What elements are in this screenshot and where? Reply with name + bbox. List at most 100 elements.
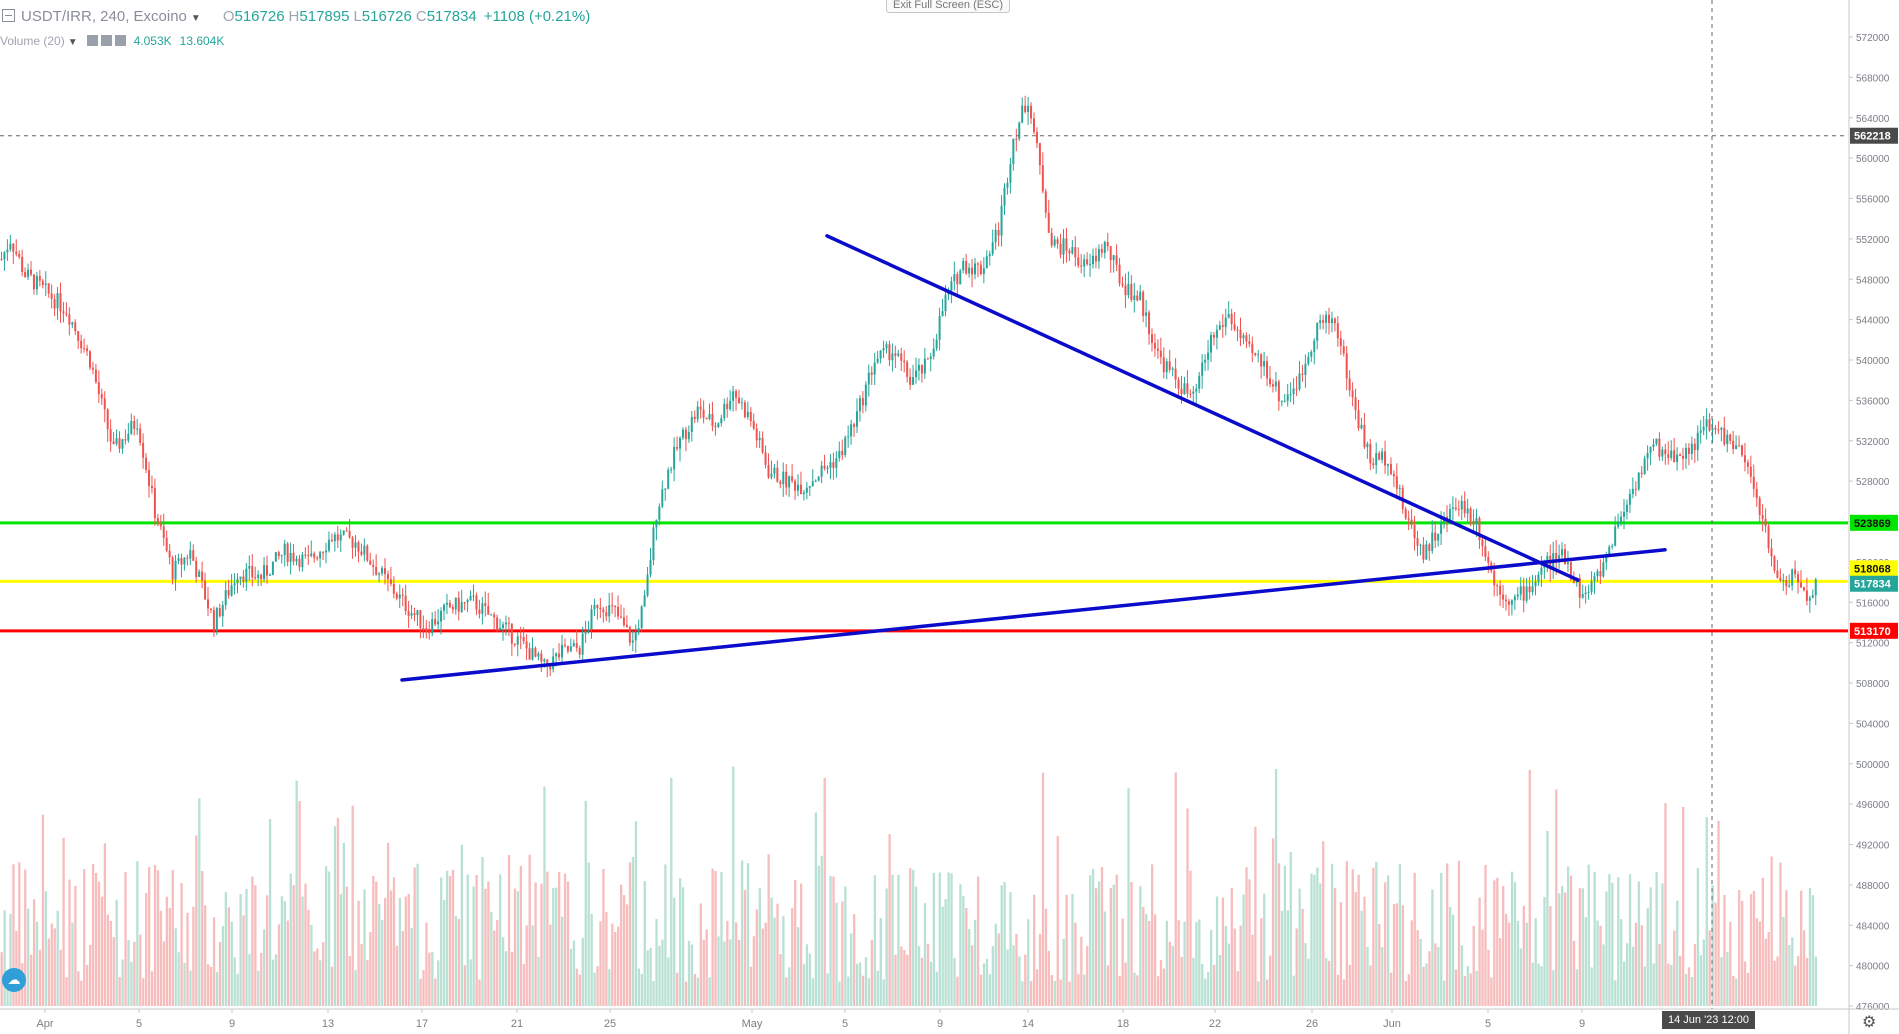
collapse-icon[interactable] [2,9,15,22]
candle-body [1564,549,1566,565]
candle-body [876,358,879,363]
candle-body [764,452,767,465]
volume-bar [679,878,682,1006]
candle-body [1620,516,1623,522]
eye-icon[interactable] [86,35,98,46]
low-label: L [353,8,362,25]
candle-body [578,648,581,655]
candle-body [1422,544,1425,560]
candle-body [596,605,599,609]
volume-bar [1254,826,1257,1006]
volume-bar [445,870,449,1006]
candle-body [1056,239,1059,244]
volume-bar [375,881,378,1006]
candle-body [507,622,510,624]
price-tick-label: 508000 [1856,679,1890,690]
volume-bar [1322,841,1325,1006]
close-icon[interactable] [114,35,126,46]
volume-bar [1590,967,1593,1006]
candle-body [121,439,124,449]
volume-bar [1667,963,1670,1006]
candle-body [537,653,540,657]
volume-bar [1106,965,1110,1006]
volume-indicator-name[interactable]: Volume (20) [0,34,65,48]
volume-chevron-down-icon[interactable]: ▼ [67,37,78,48]
volume-bar [145,893,148,1006]
symbol-title[interactable]: USDT/IRR, 240, Excoino [21,8,187,25]
candle-body [130,420,133,434]
volume-bar [926,943,930,1006]
candle-body [277,552,280,557]
candle-body [1463,500,1466,514]
trendline [400,548,1667,682]
candle-body [0,259,3,261]
candle-body [917,365,920,371]
candle-body [1372,463,1375,465]
volume-bar [490,911,493,1006]
candle-body [740,402,743,404]
candle-body [546,659,549,667]
candle-body [1808,597,1811,601]
volume-bar [266,895,269,1006]
settings-icon[interactable] [100,35,112,46]
candle-body [1634,488,1637,490]
volume-bar [537,956,540,1006]
volume-bar [448,875,452,1006]
volume-bar [1611,882,1614,1006]
volume-bar [522,964,525,1006]
candle-body [1292,388,1295,395]
volume-bar [124,871,127,1006]
time-tick-label: May [742,1018,763,1030]
volume-bar [499,874,502,1006]
candle-body [985,256,988,269]
time-tick-label: 21 [511,1018,523,1030]
volume-bar [224,892,227,1006]
volume-bar [1328,960,1331,1006]
candle-body [1151,334,1153,344]
candle-body [1410,519,1413,525]
volume-bar [1788,945,1791,1006]
volume-bar [976,876,980,1006]
volume-bar [1263,893,1266,1006]
volume-bar [723,941,726,1006]
settings-gear-icon[interactable]: ⚙ [1862,1014,1877,1031]
candle-body [664,488,667,490]
candle-body [873,362,876,375]
volume-bar [1443,980,1446,1006]
volume-bar [1605,891,1608,1006]
volume-bar [947,872,950,1006]
volume-bar [431,951,434,1006]
candle-body [148,469,150,487]
candle-body [242,576,245,582]
volume-bar [1092,868,1095,1006]
exit-fullscreen-button[interactable]: Exit Full Screen (ESC) [886,0,1011,13]
volume-bar [1304,943,1307,1006]
candle-body [1266,361,1269,379]
candle-body [1360,424,1363,429]
volume-bar [268,819,272,1006]
candle-body [381,568,384,574]
candle-body [1024,105,1027,112]
candle-body [336,534,339,541]
volume-bar [1581,888,1584,1006]
volume-bar [1124,962,1127,1006]
volume-bar [1171,945,1174,1006]
candle-body [1224,317,1227,327]
candle-body [867,372,870,385]
candle-body [437,621,440,625]
tradingview-logo-icon[interactable]: ☁ [2,968,26,992]
candle-body [389,579,392,584]
candle-body [1608,546,1611,555]
volume-bar [1407,974,1410,1006]
candle-body [1251,343,1254,354]
volume-bar [838,981,841,1006]
volume-bar [378,904,381,1006]
chevron-down-icon[interactable]: ▼ [190,13,201,24]
candle-body [422,628,425,630]
volume-bar [1684,973,1688,1006]
candle-body [746,411,749,418]
volume-bar [1298,888,1301,1006]
volume-bar [1735,978,1738,1006]
candle-body [1038,143,1041,166]
